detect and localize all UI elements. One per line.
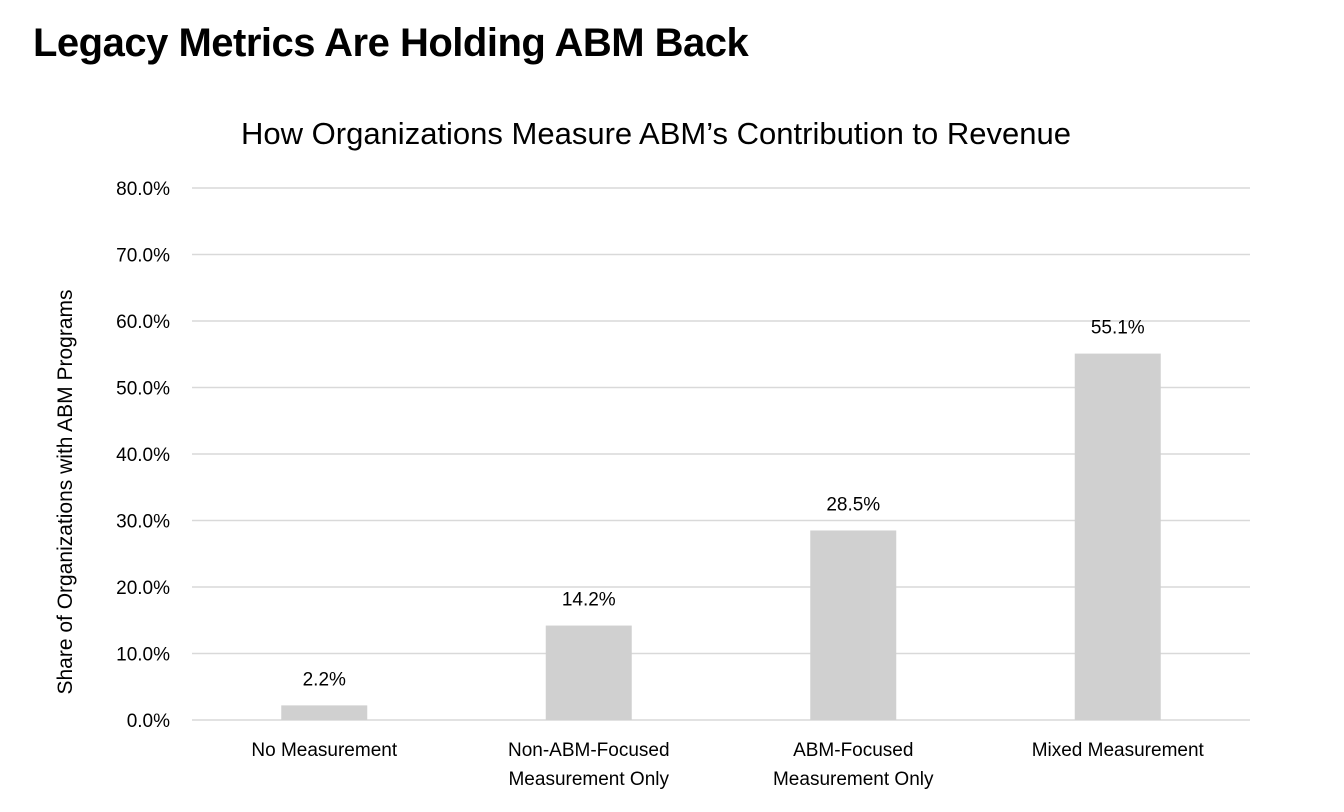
x-category-label: No Measurement bbox=[251, 740, 397, 761]
page-headline: Legacy Metrics Are Holding ABM Back bbox=[33, 21, 749, 65]
x-category-label: Mixed Measurement bbox=[1032, 740, 1205, 761]
y-tick-label: 50.0% bbox=[116, 379, 170, 400]
y-tick-label: 10.0% bbox=[116, 645, 170, 666]
x-category-label: Non-ABM-Focused bbox=[508, 740, 670, 761]
bar-data-label: 2.2% bbox=[303, 669, 346, 690]
y-tick-label: 20.0% bbox=[116, 578, 170, 599]
chart-title: How Organizations Measure ABM’s Contribu… bbox=[241, 116, 1071, 151]
bar bbox=[281, 705, 368, 720]
y-tick-label: 40.0% bbox=[116, 445, 170, 466]
bar bbox=[545, 625, 632, 720]
bar bbox=[1074, 353, 1161, 720]
y-tick-label: 80.0% bbox=[116, 179, 170, 200]
y-tick-label: 0.0% bbox=[127, 711, 170, 732]
y-axis-ticks: 0.0% 10.0% 20.0% 30.0% 40.0% 50.0% 60.0% 70.0% 8… bbox=[116, 179, 170, 732]
x-axis-categories: No Measurement Non-ABM-Focused Measurement… bbox=[251, 740, 1204, 790]
y-axis-title: Share of Organizations with ABM Programs bbox=[54, 289, 77, 694]
x-category-label: Measurement Only bbox=[773, 769, 934, 790]
y-tick-label: 60.0% bbox=[116, 312, 170, 333]
x-category-label: Measurement Only bbox=[508, 769, 669, 790]
bars bbox=[281, 353, 1161, 720]
gridlines bbox=[192, 187, 1250, 721]
bar bbox=[810, 530, 897, 720]
x-category-label: ABM-Focused bbox=[793, 740, 913, 761]
y-tick-label: 30.0% bbox=[116, 512, 170, 533]
bar-data-label: 28.5% bbox=[826, 494, 880, 515]
y-tick-label: 70.0% bbox=[116, 246, 170, 267]
data-labels: 2.2% 14.2% 28.5% 55.1% bbox=[303, 318, 1145, 691]
bar-data-label: 55.1% bbox=[1091, 318, 1145, 339]
bar-data-label: 14.2% bbox=[562, 590, 616, 611]
